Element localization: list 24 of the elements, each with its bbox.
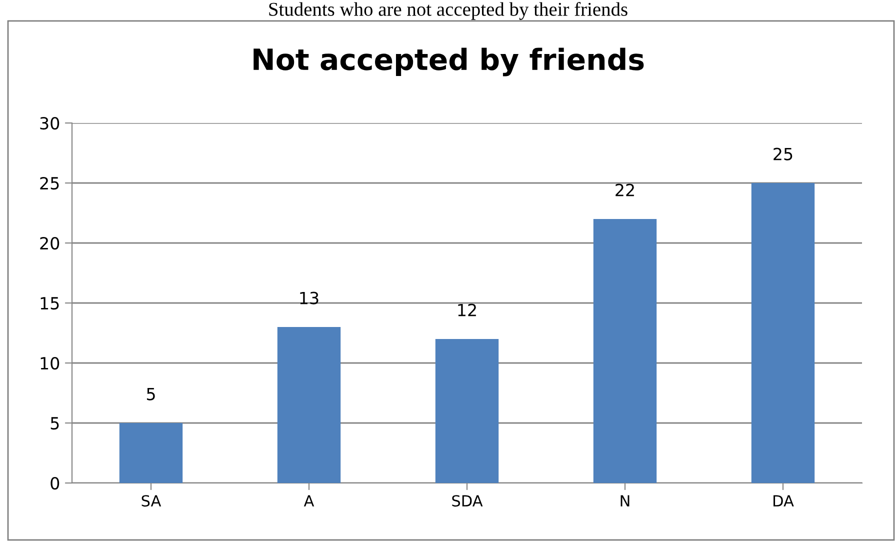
x-tick-label: N <box>620 495 630 506</box>
y-tick-label: 25 <box>40 176 59 190</box>
bar <box>751 183 815 483</box>
y-tick-label: 5 <box>50 417 59 430</box>
x-tick-label: DA <box>774 495 794 506</box>
data-label: 12 <box>458 304 476 316</box>
y-tick-label: 20 <box>40 236 60 250</box>
data-label: 22 <box>616 184 634 196</box>
data-label: 25 <box>774 148 792 160</box>
bar <box>277 327 341 483</box>
y-tick-label: 0 <box>50 476 60 490</box>
data-label: 13 <box>300 292 318 304</box>
y-tick-label: 30 <box>40 116 60 130</box>
data-label: 5 <box>146 388 155 400</box>
x-tick-label: SA <box>142 495 162 507</box>
x-tick-label: A <box>304 495 314 506</box>
bar <box>435 339 499 483</box>
y-tick-label: 10 <box>40 356 60 370</box>
x-tick-label: SDA <box>452 495 483 507</box>
y-tick-label: 15 <box>40 297 59 310</box>
text: Students who are not accepted by their friends <box>269 2 628 20</box>
bar <box>593 219 657 483</box>
chart-title: Not accepted by friends <box>254 48 644 76</box>
bar <box>119 423 183 483</box>
